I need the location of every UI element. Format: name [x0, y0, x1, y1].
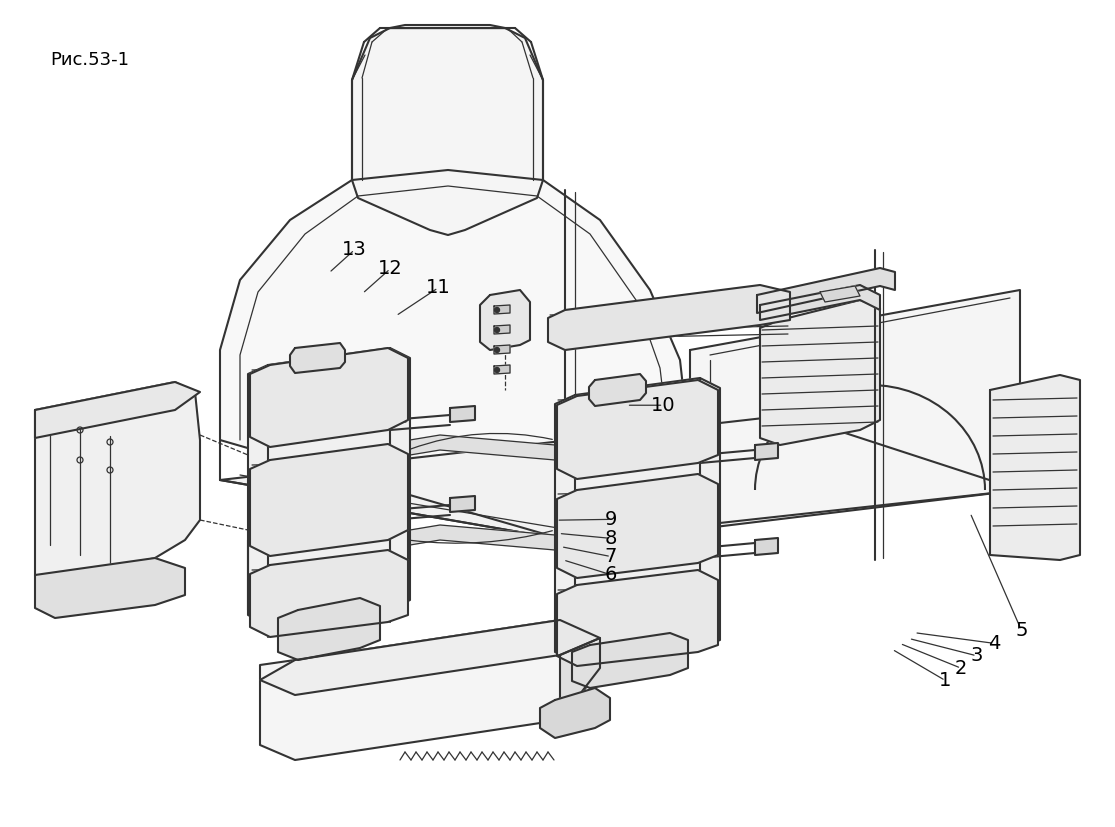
Polygon shape	[755, 538, 778, 555]
Text: Рис.53-1: Рис.53-1	[50, 50, 129, 69]
Polygon shape	[35, 558, 185, 618]
Text: 1: 1	[939, 672, 952, 690]
Text: 10: 10	[651, 396, 676, 414]
Text: 13: 13	[342, 241, 367, 259]
Text: 7: 7	[604, 547, 618, 566]
Polygon shape	[494, 325, 510, 334]
Polygon shape	[250, 444, 408, 556]
Polygon shape	[278, 598, 380, 660]
Polygon shape	[540, 688, 610, 738]
Polygon shape	[555, 378, 720, 662]
Text: 4: 4	[988, 634, 1001, 653]
Polygon shape	[572, 633, 688, 688]
Text: 2: 2	[954, 659, 968, 677]
Polygon shape	[352, 25, 543, 235]
Circle shape	[494, 308, 500, 313]
Text: 5: 5	[1015, 621, 1028, 639]
Polygon shape	[450, 406, 475, 422]
Polygon shape	[547, 285, 791, 350]
Polygon shape	[755, 443, 778, 460]
Polygon shape	[589, 374, 646, 406]
Polygon shape	[990, 375, 1080, 560]
Polygon shape	[450, 496, 475, 512]
Polygon shape	[250, 550, 408, 637]
Polygon shape	[757, 268, 895, 313]
Polygon shape	[690, 290, 1020, 530]
Polygon shape	[260, 620, 600, 695]
Polygon shape	[760, 285, 880, 320]
Polygon shape	[558, 474, 718, 578]
Polygon shape	[494, 305, 510, 314]
Polygon shape	[250, 348, 408, 447]
Text: 9: 9	[604, 510, 618, 528]
FancyArrowPatch shape	[410, 433, 552, 449]
Polygon shape	[410, 525, 555, 550]
Polygon shape	[220, 170, 690, 540]
Polygon shape	[290, 343, 345, 373]
Text: 3: 3	[970, 647, 983, 665]
Polygon shape	[558, 380, 718, 479]
Text: 12: 12	[378, 260, 403, 278]
Circle shape	[494, 347, 500, 352]
Circle shape	[494, 327, 500, 332]
Polygon shape	[558, 570, 718, 666]
Polygon shape	[760, 300, 880, 445]
Polygon shape	[494, 345, 510, 354]
Text: 11: 11	[426, 279, 450, 297]
Text: 6: 6	[604, 566, 618, 584]
Polygon shape	[560, 638, 600, 720]
Text: 8: 8	[604, 529, 618, 547]
Polygon shape	[220, 415, 1020, 540]
Polygon shape	[35, 382, 200, 580]
FancyArrowPatch shape	[410, 531, 552, 543]
Polygon shape	[479, 290, 530, 350]
Circle shape	[494, 367, 500, 372]
Polygon shape	[410, 435, 555, 460]
Polygon shape	[494, 365, 510, 374]
Polygon shape	[820, 286, 860, 302]
Polygon shape	[260, 620, 600, 760]
Polygon shape	[248, 348, 410, 625]
Polygon shape	[35, 382, 200, 438]
